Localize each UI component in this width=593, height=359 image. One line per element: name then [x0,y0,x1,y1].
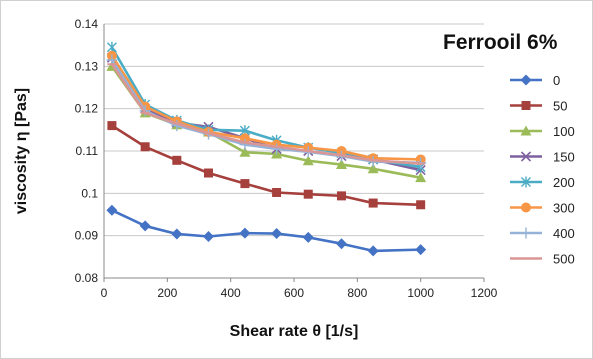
series-line-50 [111,124,421,207]
y-tick-label: 0.11 [76,144,99,158]
legend-marker [521,202,531,213]
data-point-50 [368,198,378,208]
data-point-50 [204,168,213,178]
data-point-50 [272,187,282,197]
series-line-300 [110,55,421,161]
data-point-50 [107,121,117,131]
legend-item-100: 100 [510,124,575,139]
series-500 [107,63,426,165]
grid-lines [104,23,484,237]
legend-item-200: 200 [510,175,575,190]
legend-item-400: 400 [510,226,575,241]
x-tick-label: 600 [284,286,304,300]
data-point-100 [336,159,347,170]
series-lines [106,41,427,257]
data-point-0 [171,228,183,240]
data-point-0 [415,244,427,256]
y-tick-label: 0.08 [75,271,99,285]
data-point-100 [239,146,251,157]
legend-label: 50 [553,99,567,114]
data-point-0 [106,204,118,216]
series-line-500 [110,63,421,165]
data-point-400 [239,139,251,151]
data-point-50 [140,142,150,152]
data-point-0 [302,231,314,243]
data-point-100 [415,172,427,183]
legend: 0 50 100 150 200 300 400 500 [510,73,575,267]
legend-label: 500 [553,252,575,267]
legend-item-0: 0 [510,73,560,88]
y-tick-label: 0.14 [75,17,99,31]
x-tick-label: 200 [157,286,177,300]
legend-marker [520,74,532,86]
data-point-50 [337,191,346,201]
y-tick-label: 0.12 [75,102,99,116]
legend-item-150: 150 [510,150,575,165]
legend-marker [520,151,532,162]
legend-marker [520,227,532,239]
data-point-100 [302,155,314,166]
x-tick-label: 800 [347,286,367,300]
x-tick-label: 400 [221,286,241,300]
legend-marker [521,101,531,110]
legend-marker [520,125,532,136]
y-tick-label: 0.09 [75,229,99,243]
series-100 [106,60,427,183]
x-axis-title: Shear rate θ [1/s] [230,323,359,340]
series-50 [107,121,426,210]
legend-marker [521,176,531,188]
legend-item-50: 50 [510,99,567,114]
series-line-200 [110,46,421,169]
chart-title: Ferrooil 6% [443,31,558,54]
data-point-0 [367,245,379,257]
x-tick-label: 1000 [407,286,434,300]
data-point-50 [303,189,313,199]
legend-item-500: 500 [510,252,575,267]
legend-item-300: 300 [510,201,575,216]
axes: 0.08 0.09 0.1 0.11 0.12 0.13 0.14 0 200 400 600 800… [75,17,498,300]
y-tick-label: 0.1 [81,186,98,200]
data-point-0 [203,231,214,243]
data-point-100 [367,163,379,174]
legend-label: 300 [553,201,575,216]
data-point-50 [172,155,182,165]
data-point-400 [271,143,283,155]
data-point-50 [416,200,426,210]
x-tick-label: 0 [101,286,108,300]
data-point-0 [336,238,347,250]
data-point-0 [271,228,283,240]
y-axis-title: viscosity η [Pas] [13,88,30,214]
data-point-50 [240,179,250,189]
legend-label: 200 [553,175,575,190]
data-point-0 [239,227,251,239]
series-line-0 [111,209,421,253]
legend-label: 150 [553,150,575,165]
series-0 [106,204,427,257]
y-tick-label: 0.13 [75,59,99,73]
legend-label: 100 [553,124,575,139]
legend-label: 400 [553,226,575,241]
data-point-0 [139,220,151,232]
legend-label: 0 [553,73,560,88]
x-tick-label: 1200 [471,286,498,300]
